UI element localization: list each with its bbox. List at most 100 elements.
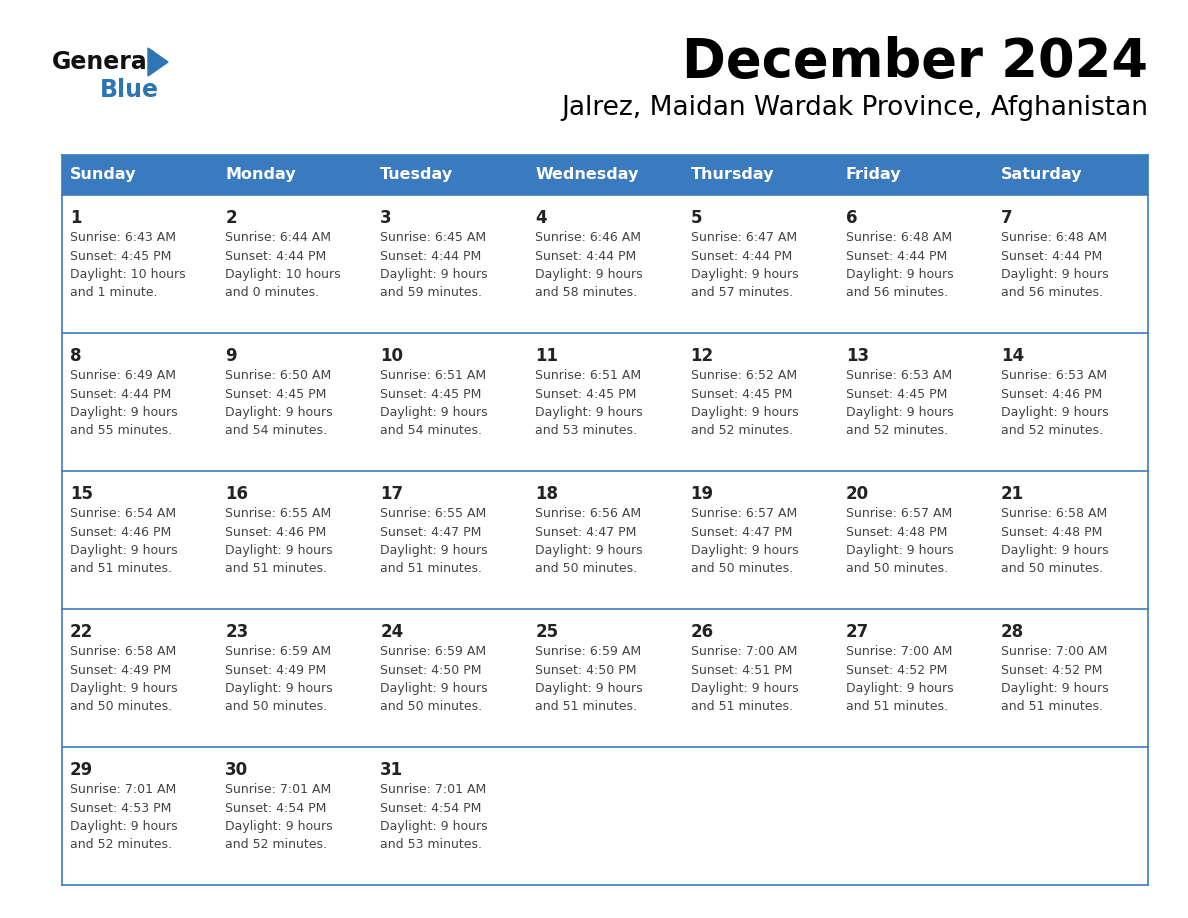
Text: 30: 30	[226, 761, 248, 779]
Text: Daylight: 9 hours: Daylight: 9 hours	[536, 682, 643, 695]
Text: and 51 minutes.: and 51 minutes.	[846, 700, 948, 713]
Text: Daylight: 9 hours: Daylight: 9 hours	[70, 682, 178, 695]
Text: Sunset: 4:48 PM: Sunset: 4:48 PM	[846, 525, 947, 539]
Text: Sunset: 4:49 PM: Sunset: 4:49 PM	[70, 664, 171, 677]
Text: Daylight: 9 hours: Daylight: 9 hours	[380, 406, 488, 419]
Bar	[527, 155, 683, 195]
Text: Sunset: 4:51 PM: Sunset: 4:51 PM	[690, 664, 792, 677]
Bar	[217, 155, 372, 195]
Text: and 50 minutes.: and 50 minutes.	[226, 700, 327, 713]
Text: Sunset: 4:45 PM: Sunset: 4:45 PM	[690, 387, 792, 400]
Bar	[993, 747, 1148, 885]
Text: and 58 minutes.: and 58 minutes.	[536, 286, 638, 299]
Text: Sunday: Sunday	[70, 167, 137, 183]
Bar	[62, 195, 217, 333]
Text: Sunset: 4:45 PM: Sunset: 4:45 PM	[380, 387, 481, 400]
Text: Sunset: 4:47 PM: Sunset: 4:47 PM	[536, 525, 637, 539]
Bar	[372, 609, 527, 747]
Text: Daylight: 9 hours: Daylight: 9 hours	[226, 544, 333, 557]
Text: 2: 2	[226, 209, 236, 227]
Text: and 57 minutes.: and 57 minutes.	[690, 286, 792, 299]
Text: and 59 minutes.: and 59 minutes.	[380, 286, 482, 299]
Text: Daylight: 9 hours: Daylight: 9 hours	[226, 820, 333, 833]
Text: Wednesday: Wednesday	[536, 167, 639, 183]
Text: Sunset: 4:45 PM: Sunset: 4:45 PM	[70, 250, 171, 263]
Text: Sunset: 4:44 PM: Sunset: 4:44 PM	[1000, 250, 1102, 263]
Text: Daylight: 9 hours: Daylight: 9 hours	[70, 544, 178, 557]
Text: Daylight: 9 hours: Daylight: 9 hours	[690, 406, 798, 419]
Text: 28: 28	[1000, 623, 1024, 641]
Text: 21: 21	[1000, 485, 1024, 503]
Text: and 50 minutes.: and 50 minutes.	[536, 563, 638, 576]
Text: Sunset: 4:50 PM: Sunset: 4:50 PM	[536, 664, 637, 677]
Text: and 53 minutes.: and 53 minutes.	[380, 838, 482, 852]
Text: Sunset: 4:47 PM: Sunset: 4:47 PM	[690, 525, 792, 539]
Text: and 1 minute.: and 1 minute.	[70, 286, 158, 299]
Text: Daylight: 9 hours: Daylight: 9 hours	[1000, 406, 1108, 419]
Bar	[62, 155, 217, 195]
Text: Sunset: 4:52 PM: Sunset: 4:52 PM	[1000, 664, 1102, 677]
Bar	[683, 609, 838, 747]
Text: Sunrise: 7:01 AM: Sunrise: 7:01 AM	[226, 783, 331, 796]
Bar	[62, 609, 217, 747]
Text: Daylight: 9 hours: Daylight: 9 hours	[380, 268, 488, 281]
Text: Sunset: 4:54 PM: Sunset: 4:54 PM	[226, 801, 327, 814]
Text: Sunrise: 7:00 AM: Sunrise: 7:00 AM	[690, 645, 797, 658]
Bar	[838, 195, 993, 333]
Text: Jalrez, Maidan Wardak Province, Afghanistan: Jalrez, Maidan Wardak Province, Afghanis…	[561, 95, 1148, 121]
Text: Sunrise: 6:55 AM: Sunrise: 6:55 AM	[226, 507, 331, 520]
Text: and 53 minutes.: and 53 minutes.	[536, 424, 638, 438]
Bar	[993, 333, 1148, 471]
Bar	[372, 471, 527, 609]
Text: Blue: Blue	[100, 78, 159, 102]
Text: December 2024: December 2024	[682, 36, 1148, 88]
Text: and 0 minutes.: and 0 minutes.	[226, 286, 320, 299]
Text: Daylight: 9 hours: Daylight: 9 hours	[70, 406, 178, 419]
Text: and 51 minutes.: and 51 minutes.	[380, 563, 482, 576]
Text: 24: 24	[380, 623, 404, 641]
Bar	[683, 155, 838, 195]
Text: 1: 1	[70, 209, 82, 227]
Text: Sunrise: 6:59 AM: Sunrise: 6:59 AM	[536, 645, 642, 658]
Text: Sunrise: 7:01 AM: Sunrise: 7:01 AM	[70, 783, 176, 796]
Text: 18: 18	[536, 485, 558, 503]
Text: and 52 minutes.: and 52 minutes.	[846, 424, 948, 438]
Text: 16: 16	[226, 485, 248, 503]
Text: Sunrise: 6:51 AM: Sunrise: 6:51 AM	[536, 369, 642, 382]
Text: Sunset: 4:44 PM: Sunset: 4:44 PM	[226, 250, 327, 263]
Text: Sunrise: 6:59 AM: Sunrise: 6:59 AM	[226, 645, 331, 658]
Bar	[62, 333, 217, 471]
Text: Sunrise: 6:53 AM: Sunrise: 6:53 AM	[846, 369, 952, 382]
Text: Sunset: 4:47 PM: Sunset: 4:47 PM	[380, 525, 481, 539]
Bar	[683, 747, 838, 885]
Text: Saturday: Saturday	[1000, 167, 1082, 183]
Text: 27: 27	[846, 623, 868, 641]
Text: Sunset: 4:44 PM: Sunset: 4:44 PM	[70, 387, 171, 400]
Text: 4: 4	[536, 209, 546, 227]
Text: Sunset: 4:50 PM: Sunset: 4:50 PM	[380, 664, 482, 677]
Text: and 51 minutes.: and 51 minutes.	[1000, 700, 1102, 713]
Text: Sunset: 4:46 PM: Sunset: 4:46 PM	[226, 525, 327, 539]
Text: Sunset: 4:48 PM: Sunset: 4:48 PM	[1000, 525, 1102, 539]
Text: 7: 7	[1000, 209, 1012, 227]
Text: Sunrise: 6:55 AM: Sunrise: 6:55 AM	[380, 507, 487, 520]
Text: 5: 5	[690, 209, 702, 227]
Bar	[217, 195, 372, 333]
Bar	[838, 155, 993, 195]
Bar	[372, 155, 527, 195]
Text: Daylight: 9 hours: Daylight: 9 hours	[846, 268, 953, 281]
Text: 26: 26	[690, 623, 714, 641]
Text: Sunrise: 6:48 AM: Sunrise: 6:48 AM	[846, 231, 952, 244]
Text: Sunrise: 6:53 AM: Sunrise: 6:53 AM	[1000, 369, 1107, 382]
Bar	[372, 195, 527, 333]
Bar	[527, 747, 683, 885]
Text: Sunset: 4:44 PM: Sunset: 4:44 PM	[536, 250, 637, 263]
Text: Sunrise: 7:00 AM: Sunrise: 7:00 AM	[846, 645, 952, 658]
Text: Sunrise: 6:44 AM: Sunrise: 6:44 AM	[226, 231, 331, 244]
Text: and 52 minutes.: and 52 minutes.	[226, 838, 327, 852]
Text: Daylight: 9 hours: Daylight: 9 hours	[380, 544, 488, 557]
Bar	[217, 333, 372, 471]
Text: Daylight: 9 hours: Daylight: 9 hours	[536, 406, 643, 419]
Text: 25: 25	[536, 623, 558, 641]
Text: Daylight: 9 hours: Daylight: 9 hours	[846, 544, 953, 557]
